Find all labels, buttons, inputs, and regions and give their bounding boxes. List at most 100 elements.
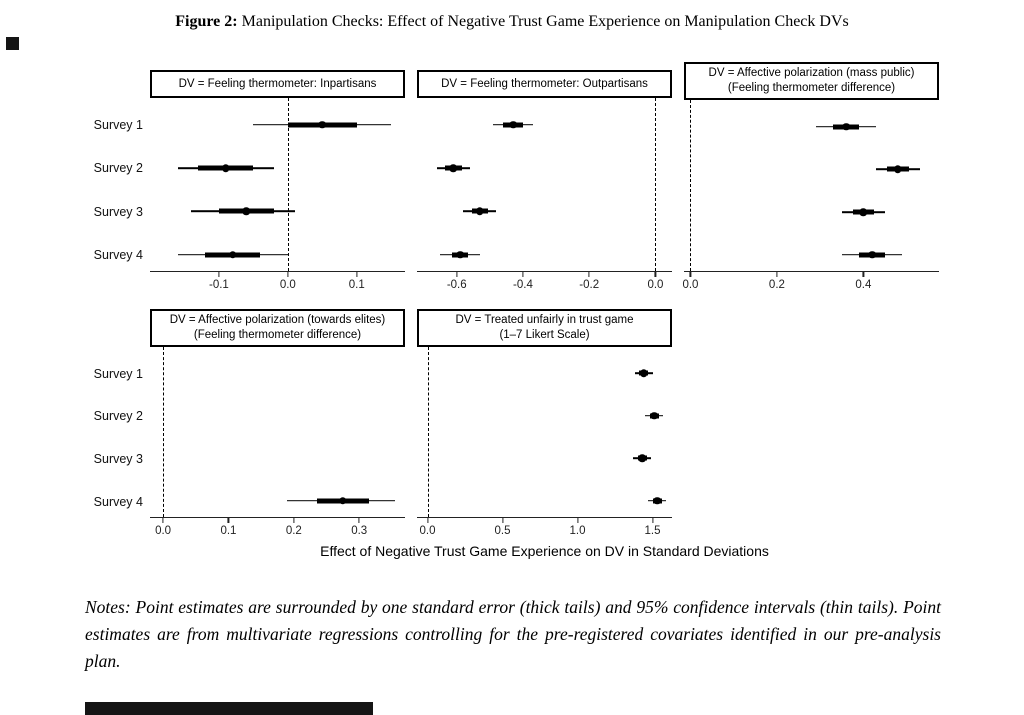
panel-title-strip: DV = Affective polarization (towards eli… — [150, 309, 405, 347]
tick-mark — [501, 518, 504, 523]
scan-artifact-icon — [6, 37, 19, 50]
panel-title-strip: DV = Feeling thermometer: Outpartisans — [417, 70, 672, 98]
x-axis: -0.6 -0.4 -0.2 0.0 — [417, 272, 672, 296]
panel-title-line: (Feeling thermometer difference) — [727, 82, 896, 94]
panel-title-line: DV = Affective polarization (towards eli… — [169, 314, 386, 327]
tick-label: -0.2 — [579, 279, 600, 291]
point-estimate — [228, 250, 237, 259]
panel-title-strip: DV = Affective polarization (mass public… — [684, 62, 939, 100]
panel-affpol-elites: DV = Affective polarization (towards eli… — [150, 309, 405, 542]
y-axis-label: Survey 4 — [93, 494, 143, 509]
point-estimate — [449, 164, 458, 172]
tick-label: 0.2 — [285, 525, 302, 537]
y-axis-label: Survey 1 — [93, 117, 143, 132]
point-estimate — [653, 497, 661, 505]
tick-label: 0.3 — [351, 525, 368, 537]
tick-mark — [651, 518, 654, 523]
point-estimate — [859, 208, 868, 216]
y-axis-labels-row2: Survey 1 Survey 2 Survey 3 Survey 4 — [55, 347, 143, 518]
y-axis-labels-row1: Survey 1 Survey 2 Survey 3 Survey 4 — [55, 98, 143, 272]
plot-area — [684, 100, 939, 272]
y-axis-label: Survey 2 — [93, 161, 143, 176]
tick-label: 0.0 — [155, 525, 172, 537]
figure-caption-text: Manipulation Checks: Effect of Negative … — [237, 13, 849, 30]
tick-label: 0.0 — [419, 525, 436, 537]
tick-label: 1.5 — [644, 525, 661, 537]
point-estimate — [639, 369, 648, 378]
tick-label: 0.0 — [279, 279, 296, 291]
point-estimate — [222, 164, 230, 172]
tick-mark — [862, 272, 864, 277]
y-axis-label: Survey 3 — [93, 204, 143, 219]
tick-mark — [227, 518, 230, 523]
zero-reference-line — [163, 347, 165, 517]
panel-treated-unfairly: DV = Treated unfairly in trust game (1–7 … — [417, 309, 672, 542]
tick-label: -0.1 — [208, 279, 229, 291]
point-estimate — [242, 207, 251, 216]
tick-mark — [456, 272, 458, 277]
point-estimate — [456, 250, 464, 259]
tick-label: 0.4 — [855, 279, 872, 291]
tick-mark — [218, 272, 220, 277]
plot-area — [417, 98, 672, 272]
x-axis: 0.0 0.2 0.4 — [682, 272, 939, 296]
panel-title-line: (1–7 Likert Scale) — [499, 329, 590, 341]
zero-reference-line — [690, 100, 692, 271]
point-estimate — [650, 412, 658, 420]
tick-mark — [588, 272, 590, 277]
tick-mark — [287, 272, 289, 277]
point-estimate — [509, 121, 517, 129]
point-estimate — [894, 165, 902, 173]
panel-title-line: (Feeling thermometer difference) — [193, 329, 362, 341]
panel-title-line: DV = Feeling thermometer: Inpartisans — [178, 77, 377, 90]
figure-caption: Figure 2: Manipulation Checks: Effect of… — [0, 13, 1024, 31]
point-estimate — [318, 121, 327, 129]
scan-artifact-bar — [85, 702, 373, 715]
panel-ft-inpartisans: DV = Feeling thermometer: Inpartisans -0… — [150, 70, 405, 296]
tick-label: 1.0 — [569, 525, 586, 537]
zero-reference-line — [287, 98, 289, 271]
y-axis-label: Survey 2 — [93, 409, 143, 424]
x-axis: -0.1 0.0 0.1 — [150, 272, 405, 296]
y-axis-label: Survey 3 — [93, 452, 143, 466]
plot-area — [150, 98, 405, 272]
tick-label: 0.0 — [682, 279, 699, 291]
panel-ft-outpartisans: DV = Feeling thermometer: Outpartisans -… — [417, 70, 672, 296]
tick-label: -0.6 — [446, 279, 467, 291]
y-axis-label: Survey 1 — [93, 366, 143, 381]
tick-label: -0.4 — [513, 279, 533, 291]
zero-reference-line — [427, 347, 429, 517]
point-estimate — [339, 497, 347, 505]
point-estimate — [638, 454, 646, 463]
tick-mark — [522, 272, 524, 277]
tick-mark — [654, 272, 657, 277]
panel-title-line: DV = Feeling thermometer: Outpartisans — [441, 77, 648, 90]
tick-mark — [356, 272, 358, 277]
tick-mark — [576, 518, 579, 523]
panel-affpol-mass-public: DV = Affective polarization (mass public… — [682, 62, 939, 296]
panel-title-strip: DV = Feeling thermometer: Inpartisans — [150, 70, 405, 98]
tick-label: 0.1 — [348, 279, 365, 291]
x-axis-title: Effect of Negative Trust Game Experience… — [320, 543, 769, 559]
tick-mark — [776, 272, 778, 277]
tick-mark — [426, 518, 429, 523]
panel-title-line: DV = Treated unfairly in trust game — [455, 314, 634, 327]
plot-area — [150, 347, 405, 518]
point-estimate — [868, 251, 876, 259]
tick-label: 0.1 — [220, 525, 237, 537]
figure-number: Figure 2: — [175, 13, 238, 30]
tick-mark — [293, 518, 295, 523]
tick-mark — [689, 272, 692, 277]
tick-mark — [358, 518, 360, 523]
point-estimate — [476, 207, 484, 216]
y-axis-label: Survey 4 — [93, 248, 143, 263]
tick-label: 0.5 — [494, 525, 511, 537]
zero-reference-line — [655, 98, 657, 271]
point-estimate — [842, 122, 850, 131]
tick-mark — [162, 518, 164, 523]
notes-paragraph: Notes: Point estimates are surrounded by… — [85, 597, 941, 672]
tick-label: 0.0 — [647, 279, 664, 291]
x-axis: 0.0 0.5 1.0 1.5 — [417, 518, 672, 542]
panel-title-line: DV = Affective polarization (mass public… — [708, 67, 915, 80]
